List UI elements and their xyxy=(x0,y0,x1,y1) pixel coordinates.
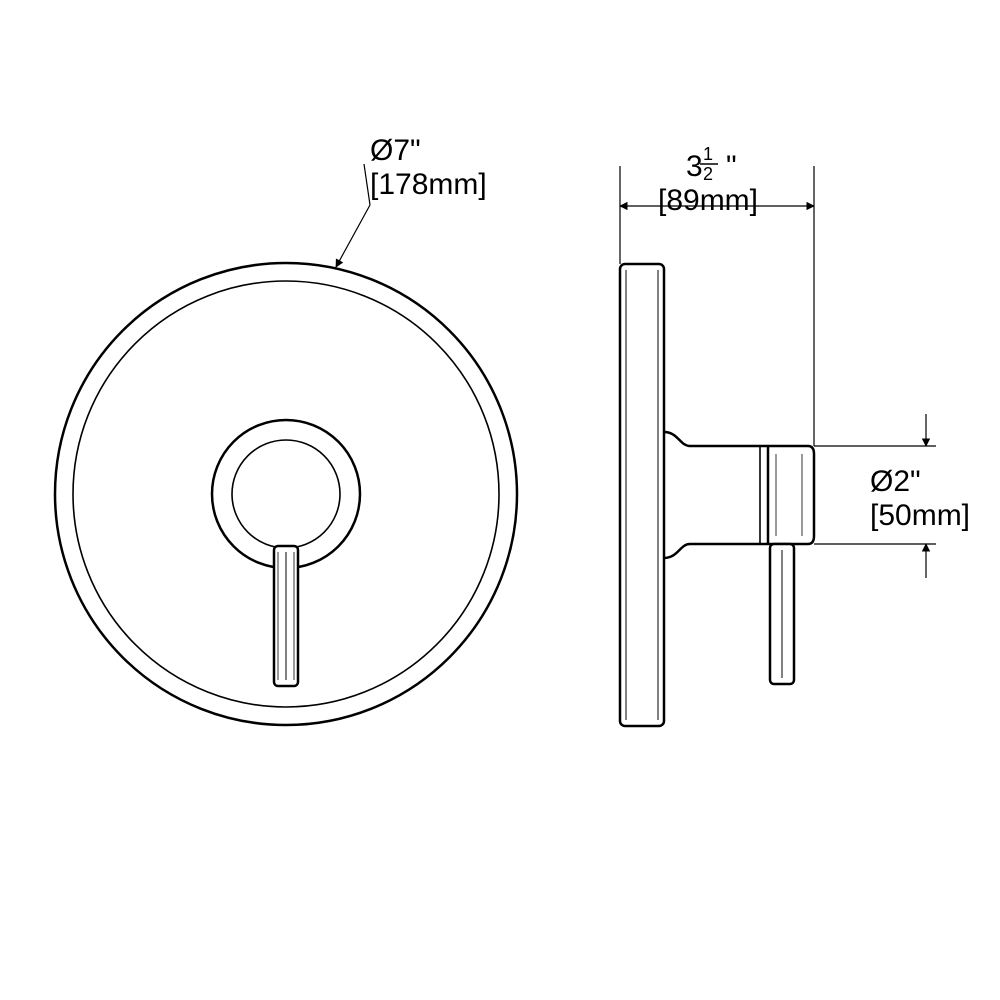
dim-width-metric: [89mm] xyxy=(658,184,758,217)
dim-dia7-bot: [178mm] xyxy=(370,168,487,201)
svg-text:2: 2 xyxy=(703,164,713,184)
dim-dia2-bot: [50mm] xyxy=(870,499,970,532)
technical-drawing: Ø7"[178mm] 312 "[89mm] Ø2"[50mm] xyxy=(0,0,1000,1000)
dim-dia7-top: Ø7" xyxy=(370,134,421,167)
svg-text:1: 1 xyxy=(703,144,713,164)
dim-dia2-top: Ø2" xyxy=(870,465,921,498)
svg-text:3: 3 xyxy=(686,150,703,183)
dim-width-label: 3 xyxy=(686,150,703,183)
svg-text:": " xyxy=(726,150,737,183)
